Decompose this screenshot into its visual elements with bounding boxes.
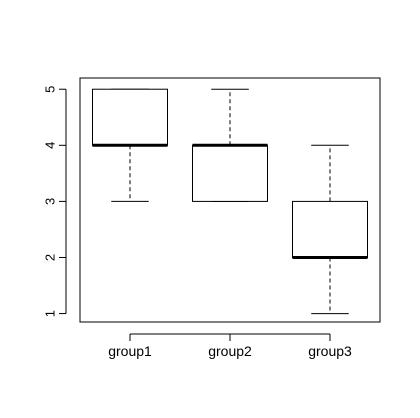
y-axis: 1 2 3 4 5 — [43, 86, 67, 317]
y-tick-label: 5 — [43, 86, 58, 93]
iqr-box — [292, 200, 368, 258]
y-tick-label: 2 — [43, 254, 58, 261]
x-axis: group1 group2 group3 — [108, 333, 352, 359]
x-tick-label: group1 — [108, 343, 152, 359]
iqr-box — [192, 144, 268, 202]
iqr-box — [92, 88, 168, 146]
plot-frame — [79, 77, 381, 323]
y-tick-label: 1 — [43, 310, 58, 317]
y-tick-label: 3 — [43, 198, 58, 205]
x-tick-label: group2 — [208, 343, 252, 359]
y-tick-label: 4 — [43, 142, 58, 149]
boxes — [92, 88, 368, 315]
box-group1 — [92, 88, 168, 202]
x-tick-label: group3 — [308, 343, 352, 359]
box-group2 — [192, 88, 268, 202]
box-group3 — [292, 144, 368, 315]
